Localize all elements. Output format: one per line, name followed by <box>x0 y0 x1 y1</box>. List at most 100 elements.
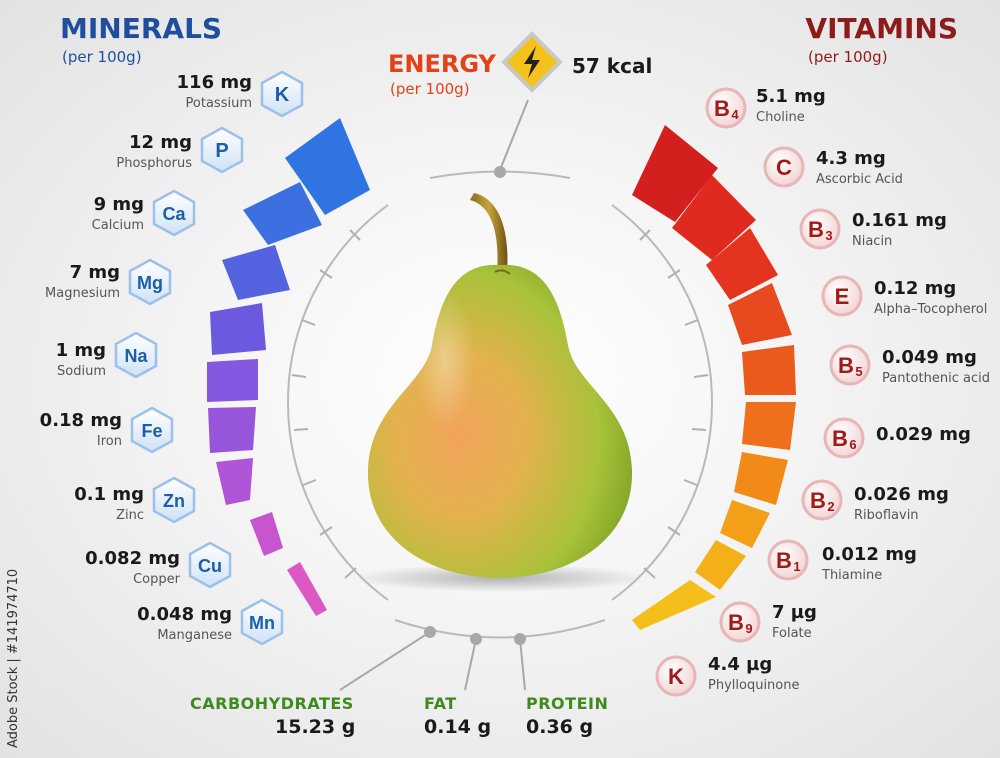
vitamin-name: Folate <box>772 626 812 641</box>
vitamin-value: 5.1 mg <box>756 86 826 107</box>
vitamin-value: 7 µg <box>772 602 817 623</box>
protein-label: PROTEIN <box>526 694 609 713</box>
vitamin-value: 0.12 mg <box>874 278 957 299</box>
vitamin-value: 0.049 mg <box>882 347 977 368</box>
connector-lines <box>339 99 529 691</box>
mineral-symbol: Ca <box>162 204 186 224</box>
vitamins-title: VITAMINS <box>805 12 958 45</box>
protein-value: 0.36 g <box>526 716 594 738</box>
vitamin-name: Thiamine <box>822 568 883 583</box>
fat-value: 0.14 g <box>424 716 492 738</box>
vitamin-subscript: 3 <box>825 228 832 243</box>
vitamin-name: Ascorbic Acid <box>816 172 903 187</box>
vitamin-subscript: 1 <box>793 559 800 574</box>
vitamin-value: 0.029 mg <box>876 424 971 445</box>
energy-per: (per 100g) <box>390 80 470 98</box>
mineral-row: 1 mg Sodium <box>0 340 106 390</box>
mineral-row: 12 mg Phosphorus <box>32 132 192 182</box>
mineral-symbol-hexagon: Ca <box>152 189 196 237</box>
vitamin-symbol-badge: C <box>763 146 805 188</box>
mineral-value: 116 mg <box>176 72 252 93</box>
vitamin-value: 0.026 mg <box>854 484 949 505</box>
vitamin-symbol: B <box>808 217 824 242</box>
pear-highlight <box>415 290 475 430</box>
vitamin-symbol: B <box>776 548 792 573</box>
mineral-symbol: Fe <box>141 421 162 441</box>
watermark: Adobe Stock | #141974710 <box>4 530 24 750</box>
vitamin-symbol: B <box>838 353 854 378</box>
vitamin-row: 0.029 mg <box>876 424 995 474</box>
mineral-symbol-hexagon: K <box>260 70 304 118</box>
lightning-bolt-icon <box>501 31 563 93</box>
vitamins-per: (per 100g) <box>808 48 888 66</box>
mineral-symbol-hexagon: Zn <box>152 476 196 524</box>
mineral-symbol: Zn <box>163 491 185 511</box>
mineral-row: 0.18 mg Iron <box>0 410 122 460</box>
mineral-value: 9 mg <box>93 194 144 215</box>
mineral-value: 12 mg <box>129 132 192 153</box>
mineral-name: Zinc <box>116 508 144 523</box>
vitamin-subscript: 9 <box>745 621 752 636</box>
bottom-arc <box>394 619 606 639</box>
mineral-symbol-hexagon: Fe <box>130 406 174 454</box>
mineral-name: Sodium <box>57 364 106 379</box>
vitamin-symbol: E <box>835 284 850 309</box>
vitamin-symbol: K <box>668 664 684 689</box>
vitamin-name: Alpha–Tocopherol <box>874 302 988 317</box>
vitamin-row: 0.12 mg Alpha–Tocopherol <box>874 278 995 328</box>
mineral-value: 1 mg <box>55 340 106 361</box>
vitamin-symbol: B <box>728 610 744 635</box>
mineral-symbol-hexagon: P <box>200 126 244 174</box>
vitamin-subscript: 5 <box>855 364 862 379</box>
inner-arc-right <box>611 204 714 601</box>
vitamin-row: 0.161 mg Niacin <box>852 210 995 260</box>
mineral-symbol: K <box>275 84 290 106</box>
vitamin-name: Riboflavin <box>854 508 919 523</box>
mineral-symbol: Mg <box>137 273 163 293</box>
vitamin-row: 5.1 mg Choline <box>756 86 995 136</box>
vitamin-name: Phylloquinone <box>708 678 800 693</box>
connector-dots <box>424 166 526 645</box>
vitamin-value: 0.161 mg <box>852 210 947 231</box>
mineral-row: 0.082 mg Copper <box>20 548 180 598</box>
mineral-symbol-hexagon: Cu <box>188 541 232 589</box>
mineral-name: Copper <box>133 572 180 587</box>
pear-stem <box>470 193 508 272</box>
mineral-value: 0.048 mg <box>137 604 232 625</box>
watermark-text: Adobe Stock | #141974710 <box>6 568 21 748</box>
inner-arc-left <box>286 204 389 601</box>
vitamin-value: 4.3 mg <box>816 148 886 169</box>
vitamin-name: Pantothenic acid <box>882 371 990 386</box>
mineral-symbol-hexagon: Na <box>114 331 158 379</box>
vitamin-symbol: B <box>714 96 730 121</box>
minerals-per: (per 100g) <box>62 48 142 66</box>
vitamin-symbol: B <box>832 426 848 451</box>
vitamin-row: 0.049 mg Pantothenic acid <box>882 347 995 397</box>
vitamin-value: 4.4 µg <box>708 654 773 675</box>
minerals-title: MINERALS <box>60 12 223 45</box>
vitamin-bars <box>632 125 796 630</box>
mineral-symbol-hexagon: Mg <box>128 258 172 306</box>
mineral-symbol-hexagon: Mn <box>240 598 284 646</box>
vitamin-symbol-badge: K <box>655 655 697 697</box>
mineral-symbol: Cu <box>198 556 222 576</box>
vitamin-symbol-badge: E <box>821 275 863 317</box>
mineral-row: 0.048 mg Manganese <box>72 604 232 654</box>
tick-marks <box>291 229 709 579</box>
mineral-row: 9 mg Calcium <box>0 194 144 244</box>
mineral-value: 7 mg <box>69 262 120 283</box>
energy-value: 57 kcal <box>572 54 653 78</box>
mineral-row: 0.1 mg Zinc <box>0 484 144 534</box>
mineral-row: 7 mg Magnesium <box>0 262 120 312</box>
vitamin-name: Niacin <box>852 234 893 249</box>
mineral-name: Calcium <box>91 218 144 233</box>
fat-label: FAT <box>424 694 457 713</box>
mineral-name: Potassium <box>185 96 252 111</box>
